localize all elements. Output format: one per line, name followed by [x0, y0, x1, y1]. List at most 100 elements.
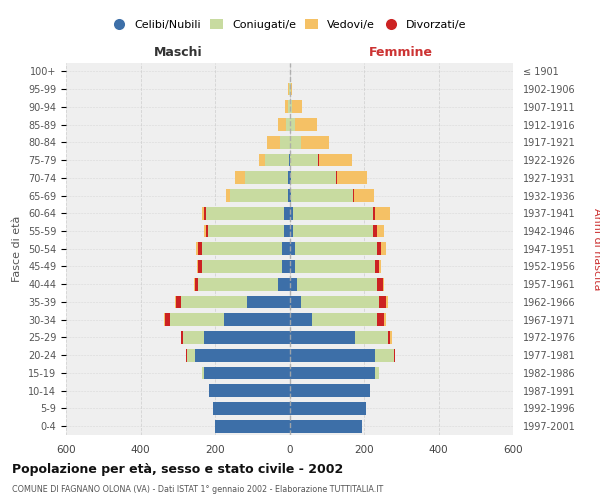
- Bar: [290, 136, 301, 148]
- Bar: [282, 242, 290, 255]
- Bar: [202, 242, 282, 255]
- Bar: [287, 100, 290, 113]
- Bar: [290, 384, 370, 397]
- Bar: [375, 260, 379, 273]
- Bar: [377, 278, 383, 290]
- Bar: [375, 207, 390, 220]
- Bar: [394, 349, 395, 362]
- Text: Popolazione per età, sesso e stato civile - 2002: Popolazione per età, sesso e stato civil…: [12, 462, 343, 475]
- Bar: [181, 331, 184, 344]
- Bar: [265, 154, 289, 166]
- Bar: [373, 224, 377, 237]
- Bar: [204, 207, 206, 220]
- Bar: [295, 118, 317, 131]
- Bar: [215, 420, 290, 432]
- Legend: Celibi/Nubili, Coniugati/e, Vedovi/e, Divorzati/e: Celibi/Nubili, Coniugati/e, Vedovi/e, Di…: [109, 16, 470, 34]
- Bar: [375, 349, 394, 362]
- Bar: [293, 207, 373, 220]
- Bar: [312, 314, 377, 326]
- Bar: [385, 314, 386, 326]
- Bar: [286, 118, 290, 131]
- Bar: [206, 224, 208, 237]
- Bar: [176, 296, 181, 308]
- Bar: [245, 172, 287, 184]
- Bar: [247, 296, 290, 308]
- Bar: [289, 82, 290, 96]
- Bar: [290, 207, 293, 220]
- Bar: [197, 260, 198, 273]
- Bar: [280, 136, 290, 148]
- Bar: [198, 242, 202, 255]
- Bar: [290, 314, 312, 326]
- Bar: [209, 384, 290, 397]
- Bar: [377, 314, 385, 326]
- Bar: [284, 207, 290, 220]
- Bar: [175, 296, 176, 308]
- Bar: [198, 260, 202, 273]
- Bar: [164, 314, 165, 326]
- Bar: [336, 172, 337, 184]
- Bar: [204, 331, 290, 344]
- Bar: [290, 366, 375, 380]
- Bar: [301, 296, 379, 308]
- Bar: [383, 278, 385, 290]
- Bar: [235, 172, 245, 184]
- Y-axis label: Fasce di età: Fasce di età: [13, 216, 22, 282]
- Bar: [375, 366, 379, 380]
- Bar: [290, 118, 295, 131]
- Bar: [290, 278, 297, 290]
- Bar: [337, 172, 367, 184]
- Bar: [230, 189, 287, 202]
- Bar: [355, 331, 388, 344]
- Bar: [295, 260, 375, 273]
- Bar: [287, 82, 289, 96]
- Bar: [290, 260, 295, 273]
- Bar: [290, 242, 295, 255]
- Bar: [267, 136, 280, 148]
- Bar: [290, 224, 293, 237]
- Bar: [290, 189, 292, 202]
- Bar: [208, 224, 284, 237]
- Bar: [390, 331, 392, 344]
- Bar: [290, 402, 366, 415]
- Bar: [386, 296, 388, 308]
- Bar: [284, 224, 290, 237]
- Bar: [204, 224, 206, 237]
- Bar: [202, 366, 204, 380]
- Text: Maschi: Maschi: [154, 46, 202, 59]
- Bar: [284, 100, 287, 113]
- Bar: [259, 154, 265, 166]
- Bar: [290, 154, 318, 166]
- Bar: [226, 189, 230, 202]
- Bar: [282, 260, 290, 273]
- Bar: [318, 154, 319, 166]
- Bar: [293, 224, 373, 237]
- Bar: [289, 154, 290, 166]
- Bar: [206, 207, 284, 220]
- Bar: [377, 224, 385, 237]
- Bar: [278, 118, 286, 131]
- Bar: [301, 136, 329, 148]
- Bar: [196, 242, 198, 255]
- Bar: [297, 278, 377, 290]
- Bar: [165, 314, 170, 326]
- Bar: [204, 366, 290, 380]
- Bar: [292, 189, 353, 202]
- Bar: [202, 260, 282, 273]
- Bar: [290, 349, 375, 362]
- Bar: [381, 242, 386, 255]
- Y-axis label: Anni di nascita: Anni di nascita: [592, 208, 600, 290]
- Bar: [319, 154, 352, 166]
- Bar: [379, 296, 386, 308]
- Bar: [194, 278, 198, 290]
- Text: COMUNE DI FAGNANO OLONA (VA) - Dati ISTAT 1° gennaio 2002 - Elaborazione TUTTITA: COMUNE DI FAGNANO OLONA (VA) - Dati ISTA…: [12, 485, 383, 494]
- Bar: [213, 402, 290, 415]
- Bar: [353, 189, 374, 202]
- Bar: [198, 278, 278, 290]
- Bar: [379, 260, 381, 273]
- Bar: [194, 349, 290, 362]
- Bar: [290, 420, 362, 432]
- Bar: [377, 242, 381, 255]
- Bar: [290, 296, 301, 308]
- Bar: [202, 207, 204, 220]
